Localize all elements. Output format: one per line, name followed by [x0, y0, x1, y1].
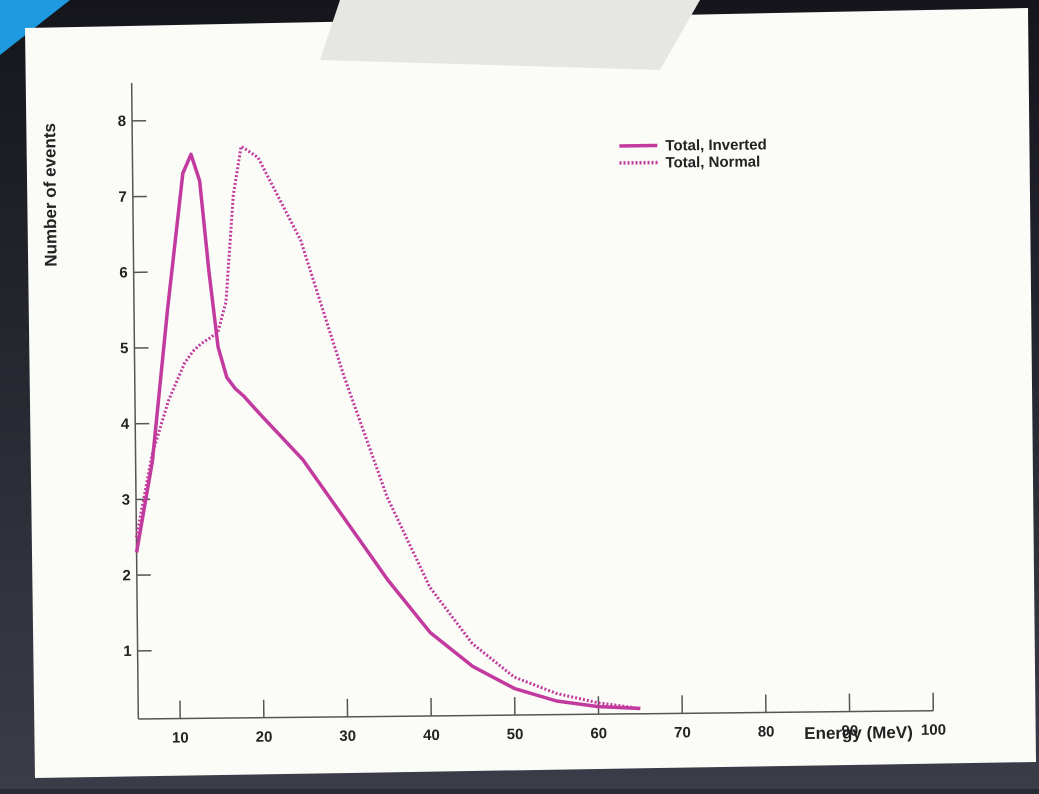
x-tick-label: 100	[921, 722, 946, 739]
y-tick-label: 8	[118, 113, 127, 130]
x-tick-label: 50	[507, 726, 524, 743]
y-axis-label: Number of events	[40, 123, 61, 267]
x-tick-label: 70	[674, 724, 691, 741]
x-tick-label: 30	[339, 728, 356, 745]
y-tick-label: 1	[123, 643, 132, 660]
legend-label: Total, Normal	[665, 153, 760, 171]
x-tick-label: 60	[590, 725, 607, 742]
x-tick-label: 10	[172, 729, 189, 746]
x-axis-label: Energy (MeV)	[804, 723, 913, 743]
paper	[25, 8, 1036, 778]
x-tick-label: 20	[256, 729, 273, 746]
legend-label: Total, Inverted	[665, 136, 767, 154]
y-tick-label: 7	[118, 189, 127, 206]
tape	[320, 0, 700, 70]
x-tick-label: 80	[758, 723, 775, 740]
y-tick-label: 6	[119, 264, 128, 281]
y-tick-label: 5	[120, 340, 129, 357]
x-tick-label: 40	[423, 727, 440, 744]
x-tick-label: 90	[841, 722, 858, 739]
y-tick-label: 3	[122, 492, 131, 509]
y-tick-label: 4	[121, 416, 130, 433]
y-tick-label: 2	[122, 567, 131, 584]
